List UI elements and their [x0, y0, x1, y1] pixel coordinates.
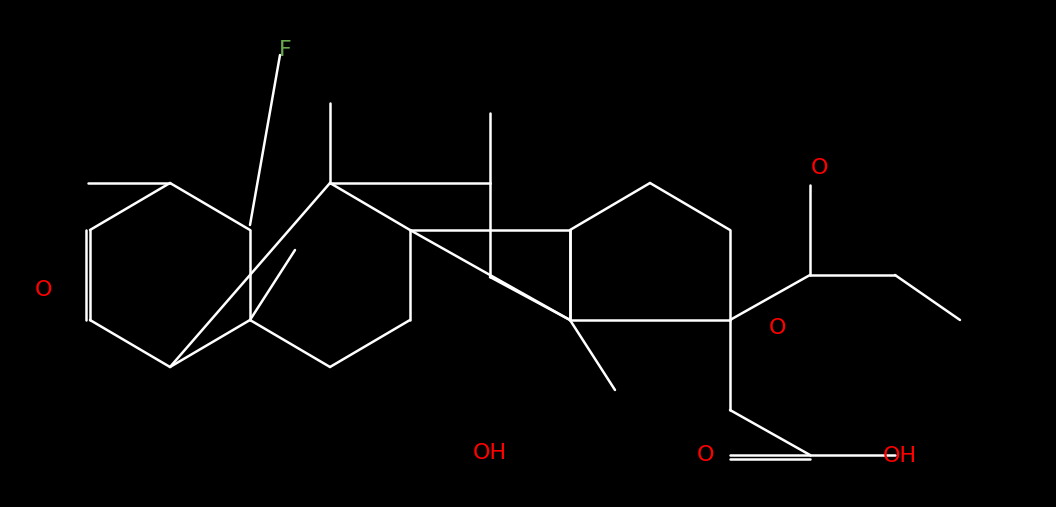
- Text: OH: OH: [883, 446, 917, 466]
- Text: F: F: [279, 40, 291, 60]
- Text: O: O: [769, 318, 787, 338]
- Text: O: O: [34, 280, 52, 300]
- Text: OH: OH: [473, 443, 507, 463]
- Text: O: O: [696, 445, 714, 465]
- Text: O: O: [811, 158, 829, 178]
